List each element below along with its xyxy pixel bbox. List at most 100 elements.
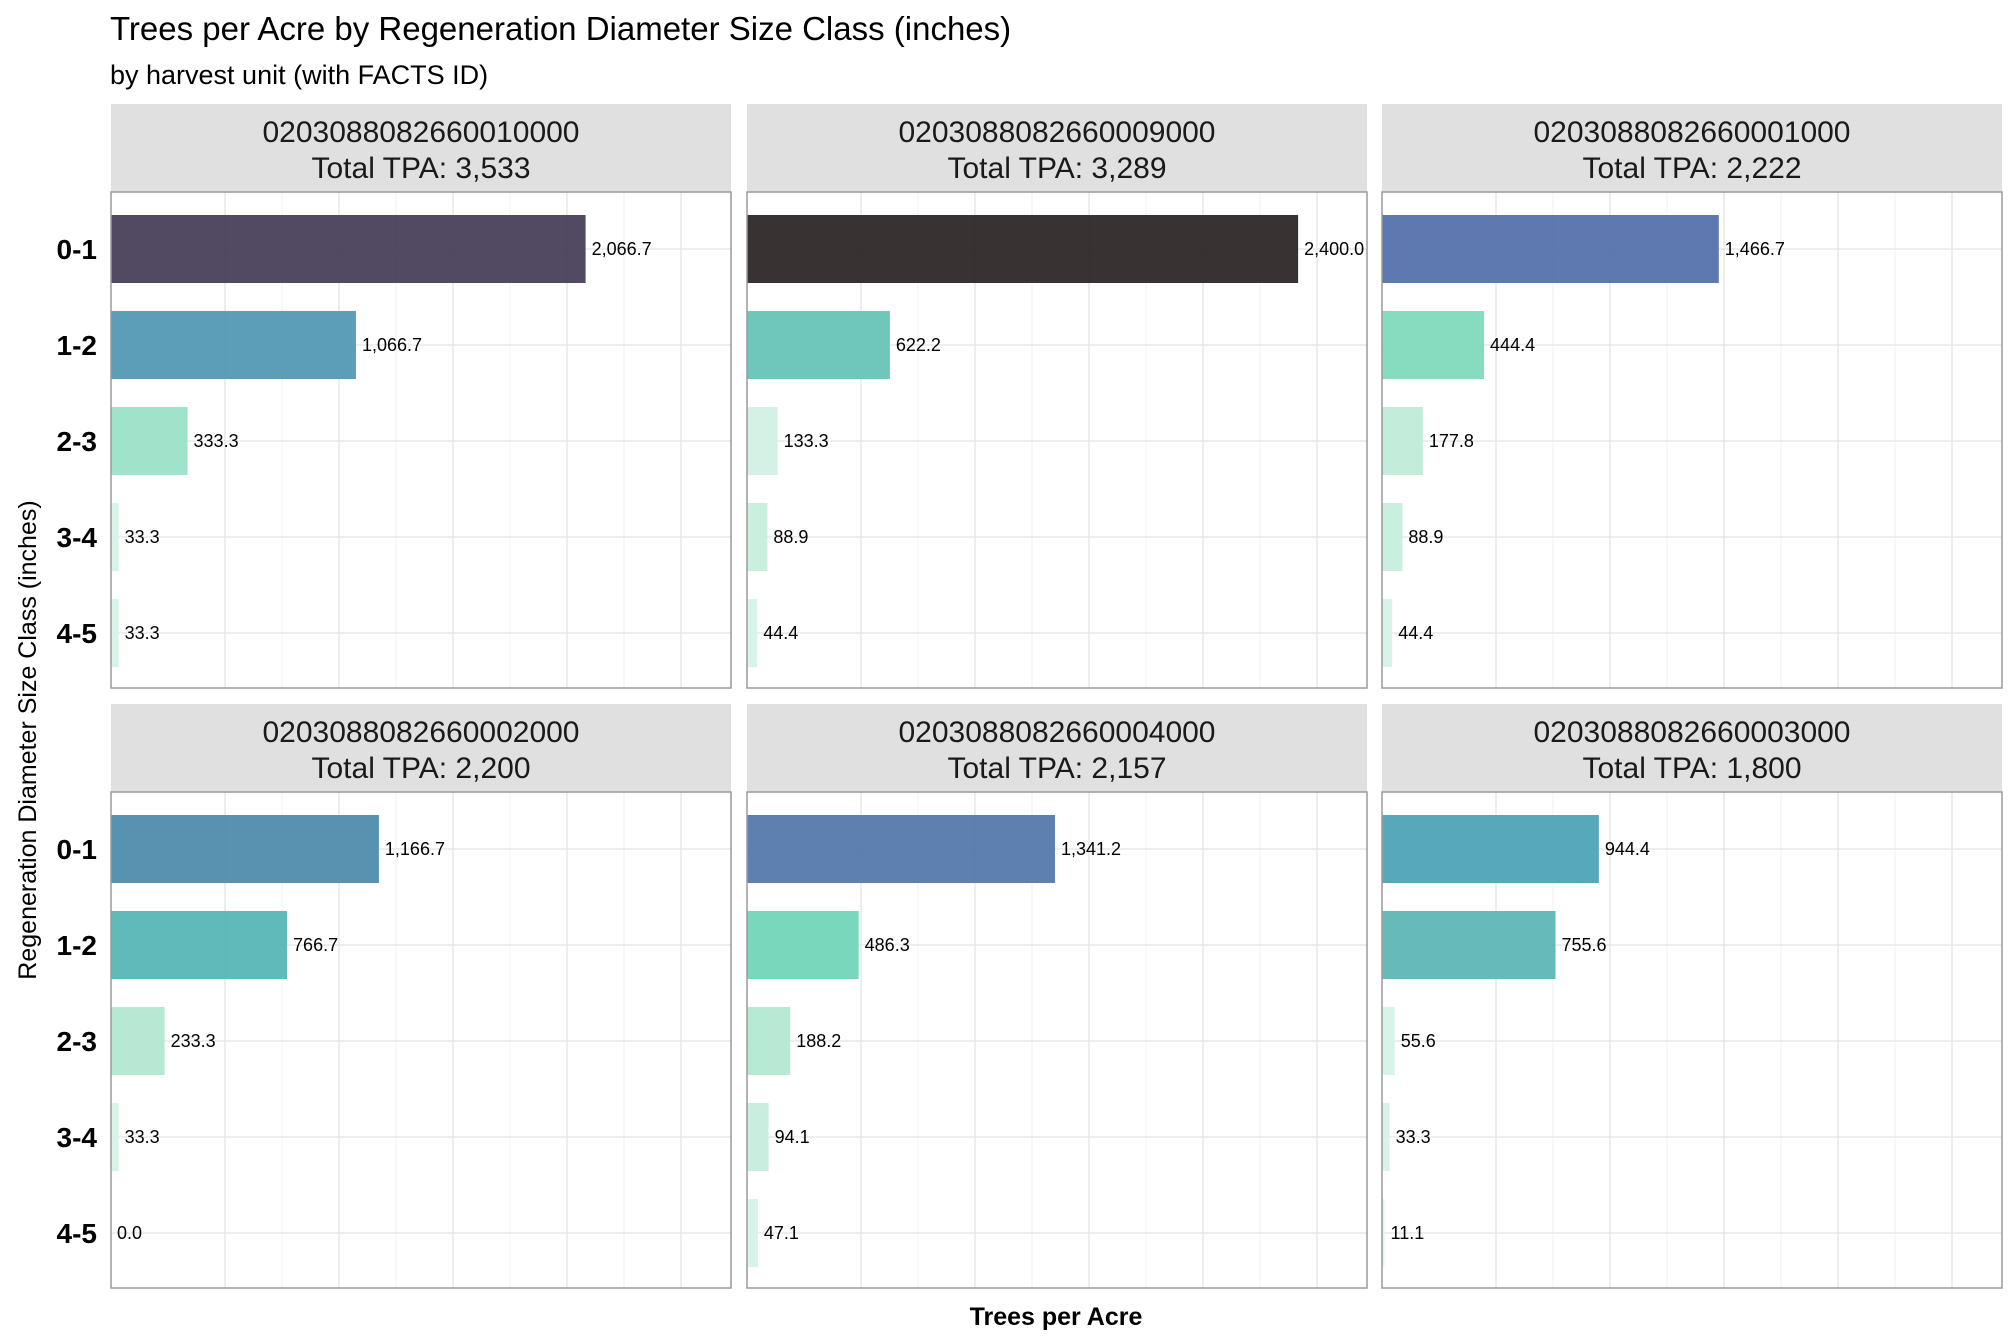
category-tick-label: 1-2	[57, 330, 97, 361]
facet-strip	[1382, 704, 2002, 792]
category-tick-label: 3-4	[57, 522, 98, 553]
plot-panel-border	[1381, 191, 2003, 689]
plot-panel-border	[746, 191, 1368, 689]
facet-strip	[111, 104, 731, 192]
bar-value-label: 1,166.7	[385, 839, 445, 859]
facet-unit-id: 0203088082660001000	[1533, 116, 1850, 149]
bar-value-label: 1,341.2	[1061, 839, 1121, 859]
facet-total-tpa: Total TPA: 2,200	[311, 752, 530, 785]
facet-strip	[747, 104, 1367, 192]
plot-panel-border	[746, 791, 1368, 1289]
bar-value-label: 88.9	[1408, 527, 1443, 547]
bar-4-5	[111, 599, 119, 667]
bar-0-1	[1382, 215, 1719, 283]
bar-1-2	[1382, 911, 1556, 979]
bar-value-label: 33.3	[1396, 1127, 1431, 1147]
facet-unit-id: 0203088082660004000	[898, 716, 1215, 749]
facet-strip	[111, 704, 731, 792]
facet-unit-id: 0203088082660009000	[898, 116, 1215, 149]
bar-value-label: 2,400.0	[1304, 239, 1364, 259]
chart-subtitle: by harvest unit (with FACTS ID)	[110, 60, 488, 90]
bar-value-label: 94.1	[775, 1127, 810, 1147]
bar-value-label: 133.3	[784, 431, 829, 451]
bar-value-label: 766.7	[293, 935, 338, 955]
facet-total-tpa: Total TPA: 1,800	[1582, 752, 1801, 785]
bar-value-label: 47.1	[764, 1223, 799, 1243]
bar-value-label: 177.8	[1429, 431, 1474, 451]
bar-1-2	[1382, 311, 1485, 379]
bar-2-3	[1382, 1007, 1395, 1075]
bar-3-4	[747, 1103, 769, 1171]
bar-2-3	[111, 407, 188, 475]
bar-3-4	[747, 503, 768, 571]
facet-unit-id: 0203088082660002000	[262, 716, 579, 749]
bar-value-label: 44.4	[763, 623, 798, 643]
bar-0-1	[747, 815, 1055, 883]
bar-value-label: 1,466.7	[1725, 239, 1785, 259]
bar-0-1	[111, 215, 586, 283]
chart-title: Trees per Acre by Regeneration Diameter …	[110, 10, 1011, 47]
bar-4-5	[747, 599, 758, 667]
bar-3-4	[111, 503, 119, 571]
category-tick-label: 4-5	[57, 1218, 97, 1249]
bar-3-4	[111, 1103, 119, 1171]
bar-0-1	[1382, 815, 1599, 883]
facet-unit-id: 0203088082660010000	[262, 116, 579, 149]
category-tick-label: 0-1	[57, 834, 97, 865]
facet-total-tpa: Total TPA: 2,157	[947, 752, 1166, 785]
bar-value-label: 11.1	[1391, 1223, 1425, 1243]
bar-2-3	[747, 407, 778, 475]
bar-value-label: 44.4	[1398, 623, 1433, 643]
facet-unit-id: 0203088082660003000	[1533, 716, 1850, 749]
bar-2-3	[1382, 407, 1423, 475]
bar-3-4	[1382, 1103, 1390, 1171]
facet-total-tpa: Total TPA: 3,289	[947, 152, 1166, 185]
category-tick-label: 3-4	[57, 1122, 98, 1153]
bar-value-label: 333.3	[194, 431, 239, 451]
bar-value-label: 444.4	[1490, 335, 1535, 355]
bar-value-label: 33.3	[125, 623, 160, 643]
bar-4-5	[747, 1199, 758, 1267]
bar-value-label: 88.9	[773, 527, 808, 547]
bar-2-3	[111, 1007, 165, 1075]
bar-1-2	[747, 911, 859, 979]
bar-1-2	[747, 311, 890, 379]
bar-value-label: 55.6	[1401, 1031, 1436, 1051]
category-tick-label: 2-3	[57, 426, 97, 457]
category-tick-label: 4-5	[57, 618, 97, 649]
bar-1-2	[111, 911, 288, 979]
bar-value-label: 1,066.7	[362, 335, 422, 355]
bar-value-label: 188.2	[796, 1031, 841, 1051]
category-tick-label: 0-1	[57, 234, 97, 265]
bar-0-1	[747, 215, 1299, 283]
bar-value-label: 2,066.7	[592, 239, 652, 259]
bar-value-label: 622.2	[896, 335, 941, 355]
bar-value-label: 486.3	[865, 935, 910, 955]
bar-1-2	[111, 311, 356, 379]
bar-value-label: 755.6	[1562, 935, 1607, 955]
plot-panel-border	[110, 791, 732, 1289]
facet-strip	[1382, 104, 2002, 192]
bar-value-label: 33.3	[125, 527, 160, 547]
x-axis-title: Trees per Acre	[970, 1303, 1143, 1331]
bar-2-3	[747, 1007, 791, 1075]
category-tick-label: 2-3	[57, 1026, 97, 1057]
bar-3-4	[1382, 503, 1403, 571]
plot-panel-border	[110, 191, 732, 689]
bar-value-label: 233.3	[171, 1031, 216, 1051]
bar-4-5	[1382, 1199, 1385, 1267]
bar-value-label: 0.0	[117, 1223, 142, 1243]
bar-4-5	[1382, 599, 1393, 667]
bar-value-label: 33.3	[125, 1127, 160, 1147]
facet-total-tpa: Total TPA: 2,222	[1582, 152, 1801, 185]
category-tick-label: 1-2	[57, 930, 97, 961]
plot-panel-border	[1381, 791, 2003, 1289]
bar-value-label: 944.4	[1605, 839, 1650, 859]
